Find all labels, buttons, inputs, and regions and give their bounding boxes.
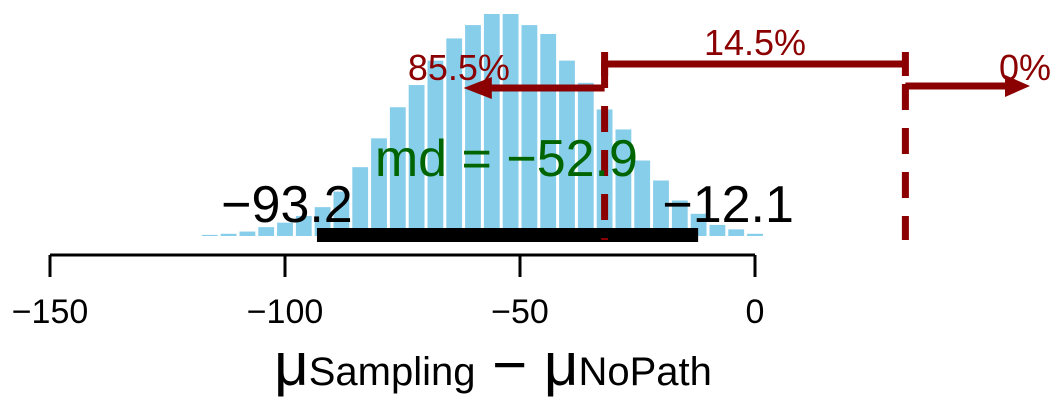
hdi-high-label: −12.1 <box>662 176 794 234</box>
histogram-bar <box>577 82 594 236</box>
histogram-bar <box>277 222 293 236</box>
histogram-bar <box>333 191 350 236</box>
histogram-bar <box>258 227 275 236</box>
histogram-bar <box>446 38 463 236</box>
histogram-bar <box>371 138 387 236</box>
hdi-bar <box>316 228 699 242</box>
histogram-bar <box>295 216 312 236</box>
x-axis-title-part: − <box>475 331 543 398</box>
tick-label: −100 <box>247 293 324 331</box>
x-axis-title-part: μ <box>544 331 579 398</box>
histogram-bar <box>540 33 557 237</box>
histogram-bar <box>709 224 726 236</box>
x-axis-title-part: Sampling <box>309 350 476 394</box>
x-axis-title: μSampling − μNoPath <box>274 331 712 398</box>
histogram-bar <box>559 60 575 237</box>
histogram-bar <box>728 229 745 236</box>
tick-label: −150 <box>12 293 89 331</box>
histogram-bar <box>521 25 538 236</box>
left-percent-label: 85.5% <box>408 47 510 88</box>
median-label: md = −52.9 <box>375 130 638 188</box>
right-percent-label: 0% <box>999 47 1051 88</box>
histogram-bar <box>201 234 218 236</box>
histogram-bar <box>389 107 406 237</box>
rope-group <box>463 52 1030 240</box>
histogram-bar <box>352 167 369 236</box>
right-arrow-head <box>1005 75 1030 97</box>
histogram-bar <box>220 233 237 236</box>
histogram-bar <box>747 233 763 236</box>
annotation-labels: md = −52.9 85.5% 14.5% 0% <box>375 22 1051 188</box>
x-axis: −150 −100 −50 0 <box>12 253 765 331</box>
histogram-bar <box>502 14 519 236</box>
tick-label: 0 <box>746 293 765 331</box>
histogram-bar <box>615 129 632 236</box>
histogram-bar <box>634 160 651 236</box>
x-axis-label: μSampling − μNoPath <box>274 331 712 398</box>
histogram-bar <box>427 60 444 237</box>
middle-percent-label: 14.5% <box>704 22 806 63</box>
histogram-bar <box>671 200 688 236</box>
histogram-bar <box>408 85 425 236</box>
histogram-bar <box>465 25 481 236</box>
tick-label: −50 <box>491 293 549 331</box>
x-axis-title-part: NoPath <box>578 350 711 394</box>
hdi-group: −93.2 −12.1 <box>221 176 794 242</box>
histogram-bars <box>201 14 763 237</box>
histogram-bar <box>653 180 669 236</box>
x-axis-title-part: μ <box>274 331 309 398</box>
histogram-bar <box>483 14 500 236</box>
hdi-low-label: −93.2 <box>221 176 353 234</box>
left-arrow-head <box>463 77 492 99</box>
histogram-bar <box>239 231 256 236</box>
